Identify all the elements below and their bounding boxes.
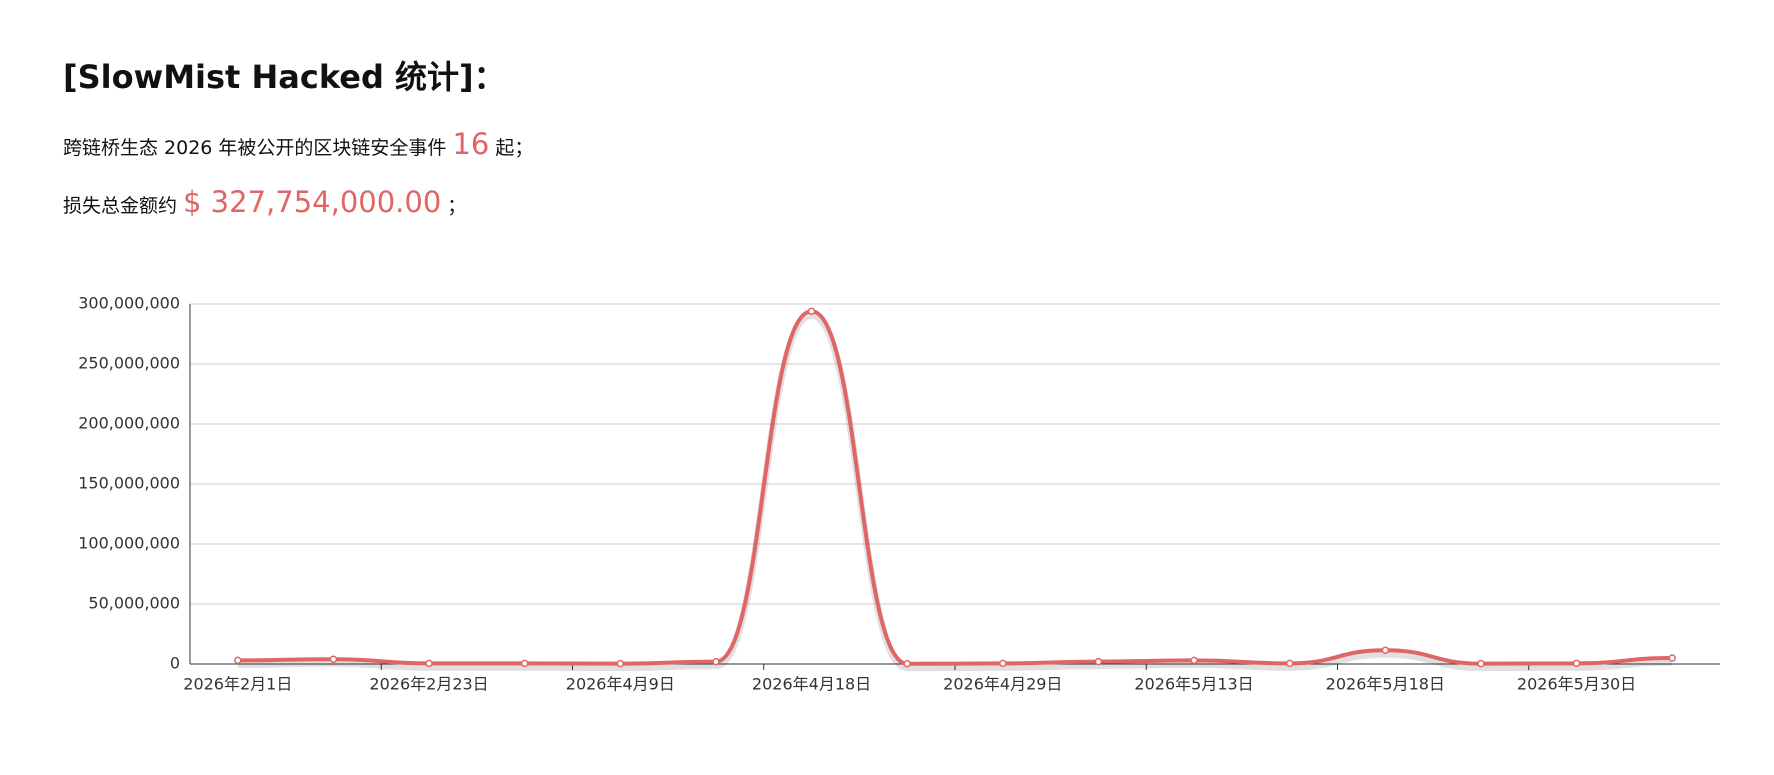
amount-line: 损失总金额约 $ 327,754,000.00； <box>63 182 533 226</box>
line-shadow <box>237 311 1673 672</box>
x-tick-label: 2026年4月18日 <box>752 675 871 694</box>
point <box>1285 659 1294 668</box>
text: 起； <box>495 137 534 159</box>
y-tick-label: 100,000,000 <box>78 534 180 553</box>
text: 跨链桥生态 2026 年被公开的区块链安全事件 <box>63 137 447 159</box>
point <box>807 307 816 315</box>
point <box>1668 654 1676 662</box>
x-tick-label: 2026年4月9日 <box>566 675 675 694</box>
point <box>329 655 338 663</box>
x-tick-label: 2026年2月1日 <box>183 675 292 694</box>
y-tick-label: 300,000,000 <box>78 294 180 313</box>
point <box>1190 656 1198 665</box>
x-tick-label: 2026年5月13日 <box>1134 675 1253 694</box>
title: [SlowMist Hacked 统计]： <box>63 58 506 96</box>
y-tick-label: 250,000,000 <box>78 354 180 373</box>
point <box>712 657 720 666</box>
x-tick-label: 2026年5月18日 <box>1326 675 1445 694</box>
text: 损失总金额约 <box>63 195 178 217</box>
count-line: 跨链桥生态 2026 年被公开的区块链安全事件 16 起； <box>63 124 533 168</box>
amount: $ 327,754,000.00 <box>183 185 442 219</box>
y-tick-label: 200,000,000 <box>78 414 180 433</box>
point <box>1477 659 1485 668</box>
point <box>903 660 911 668</box>
point <box>999 659 1007 668</box>
x-tick-label: 2026年4月29日 <box>943 675 1062 694</box>
y-tick-label: 50,000,000 <box>88 594 180 613</box>
y-tick-label: 150,000,000 <box>78 474 180 493</box>
x-tick-label: 2026年2月23日 <box>369 675 488 694</box>
point <box>520 659 529 668</box>
y-tick-label: 0 <box>170 654 180 673</box>
header: [SlowMist Hacked 统计]： 跨链桥生态 2026 年被公开的区块… <box>63 52 533 240</box>
count: 16 <box>452 127 490 161</box>
point <box>616 659 625 668</box>
point <box>1094 657 1103 666</box>
point <box>425 659 433 668</box>
line <box>237 309 1673 666</box>
text: ； <box>447 195 467 217</box>
point <box>234 656 242 665</box>
x-tick-label: 2026年5月30日 <box>1517 675 1636 694</box>
point <box>1381 646 1390 654</box>
point <box>1572 659 1581 668</box>
